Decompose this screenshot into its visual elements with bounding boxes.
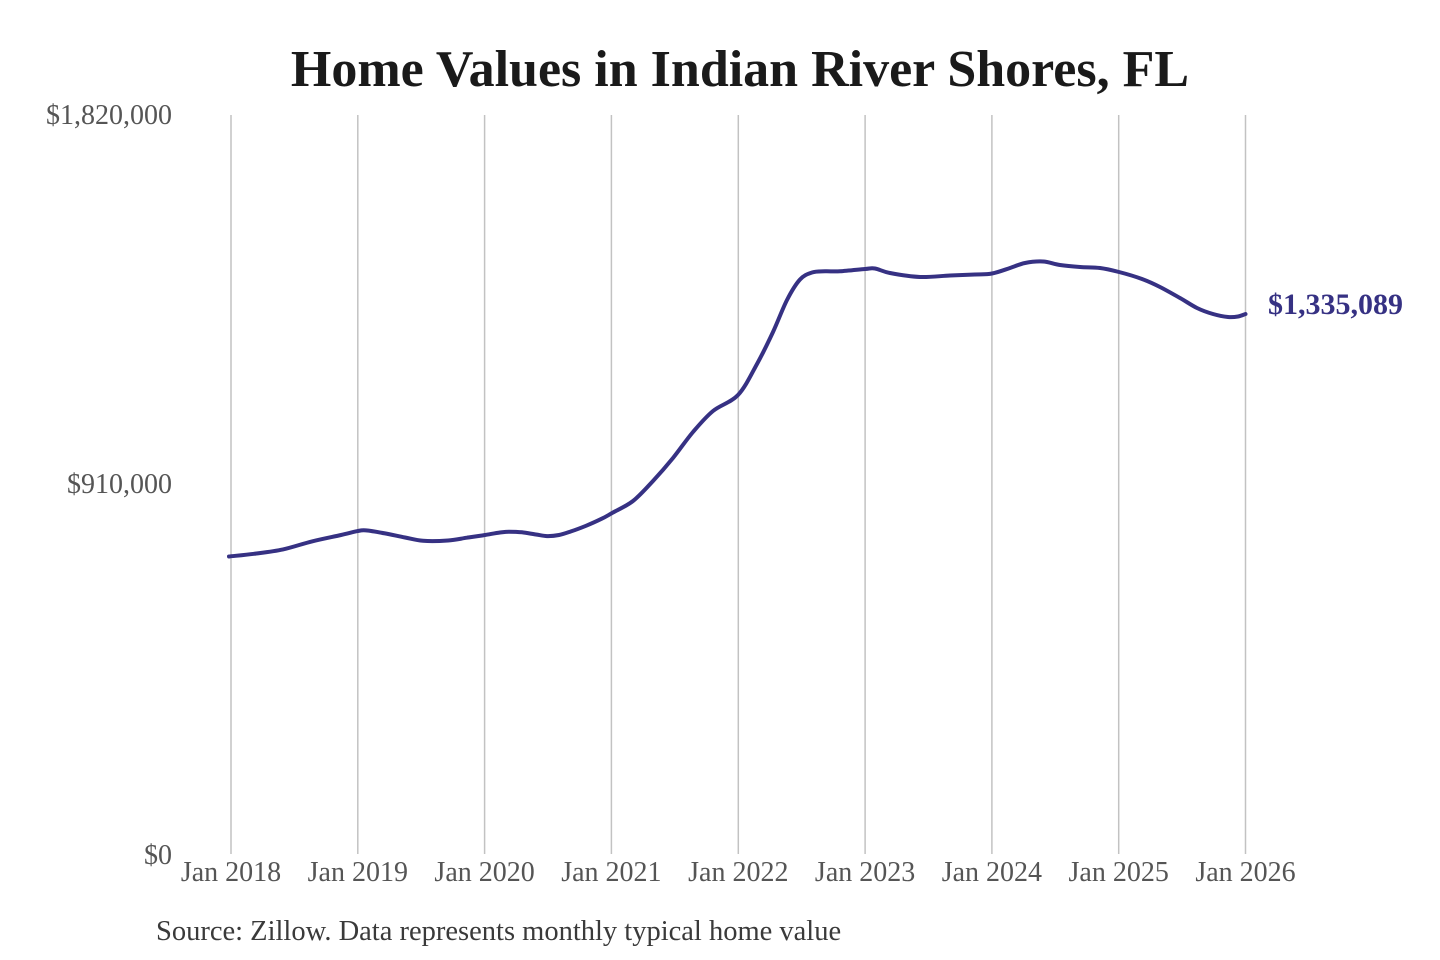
svg-text:Jan 2019: Jan 2019 xyxy=(308,857,408,888)
svg-text:Jan 2025: Jan 2025 xyxy=(1069,857,1169,888)
svg-text:$0: $0 xyxy=(144,840,172,871)
svg-text:$910,000: $910,000 xyxy=(67,469,172,500)
svg-text:Jan 2026: Jan 2026 xyxy=(1195,857,1295,888)
svg-text:Jan 2023: Jan 2023 xyxy=(815,857,915,888)
svg-text:Jan 2018: Jan 2018 xyxy=(181,857,281,888)
svg-text:Jan 2020: Jan 2020 xyxy=(434,857,534,888)
svg-text:Home Values in Indian River Sh: Home Values in Indian River Shores, FL xyxy=(291,41,1189,98)
svg-text:Jan 2024: Jan 2024 xyxy=(942,857,1042,888)
svg-text:$1,335,089: $1,335,089 xyxy=(1268,288,1403,321)
svg-text:Source: Zillow. Data represent: Source: Zillow. Data represents monthly … xyxy=(156,916,841,947)
svg-text:Jan 2022: Jan 2022 xyxy=(688,857,788,888)
svg-text:Jan 2021: Jan 2021 xyxy=(561,857,661,888)
svg-text:$1,820,000: $1,820,000 xyxy=(46,100,172,131)
